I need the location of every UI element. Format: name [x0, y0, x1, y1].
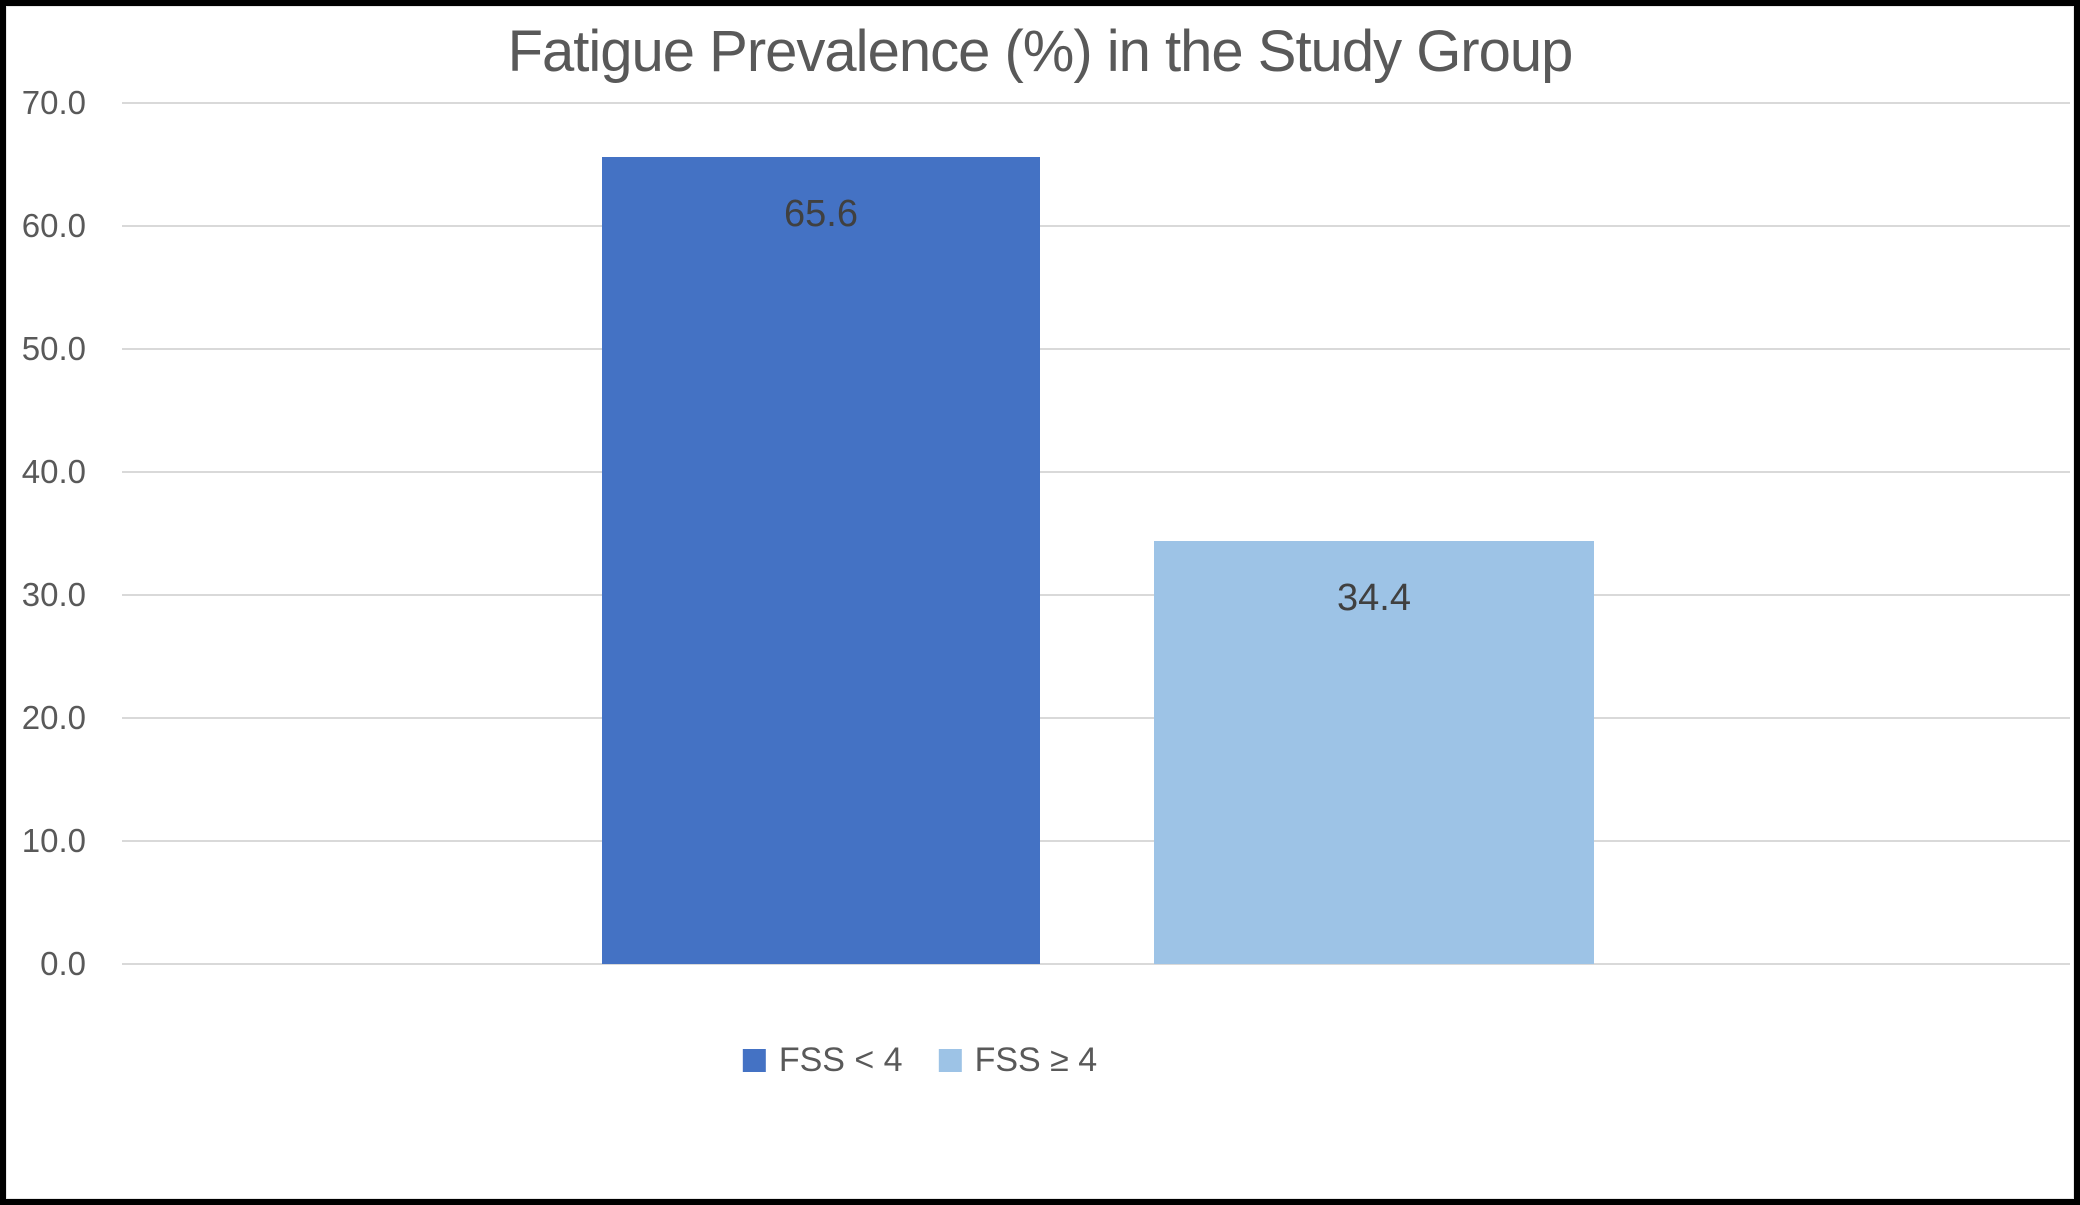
gridline: [122, 963, 2070, 965]
y-tick-label: 10.0: [21, 822, 86, 859]
y-tick-label: 60.0: [21, 207, 86, 244]
gridline: [122, 102, 2070, 104]
y-tick-label: 40.0: [21, 453, 86, 490]
bar-fss-4: 34.4: [1154, 540, 1594, 964]
legend: FSS < 4 FSS ≥ 4: [742, 1041, 1098, 1079]
legend-item: FSS < 4: [742, 1041, 903, 1079]
y-tick-label: 20.0: [21, 699, 86, 736]
gridline: [122, 471, 2070, 473]
legend-item: FSS ≥ 4: [938, 1041, 1098, 1079]
bar-value-label: 65.6: [784, 193, 858, 236]
y-tick-label: 50.0: [21, 330, 86, 367]
legend-swatch-icon: [742, 1048, 766, 1072]
chart-title: Fatigue Prevalence (%) in the Study Grou…: [507, 19, 1574, 84]
gridline: [122, 717, 2070, 719]
gridline: [122, 348, 2070, 350]
y-tick-label: 0.0: [40, 945, 86, 982]
bar-value-label: 34.4: [1337, 576, 1411, 619]
bar-fss-4: 65.6: [602, 157, 1040, 964]
chart-inner-border: [5, 5, 2075, 1200]
legend-label: FSS < 4: [778, 1041, 903, 1079]
legend-label: FSS ≥ 4: [974, 1041, 1098, 1079]
legend-swatch-icon: [938, 1048, 962, 1072]
y-tick-label: 70.0: [21, 84, 86, 121]
gridline: [122, 840, 2070, 842]
gridline: [122, 225, 2070, 227]
gridline: [122, 594, 2070, 596]
y-tick-label: 30.0: [21, 576, 86, 613]
